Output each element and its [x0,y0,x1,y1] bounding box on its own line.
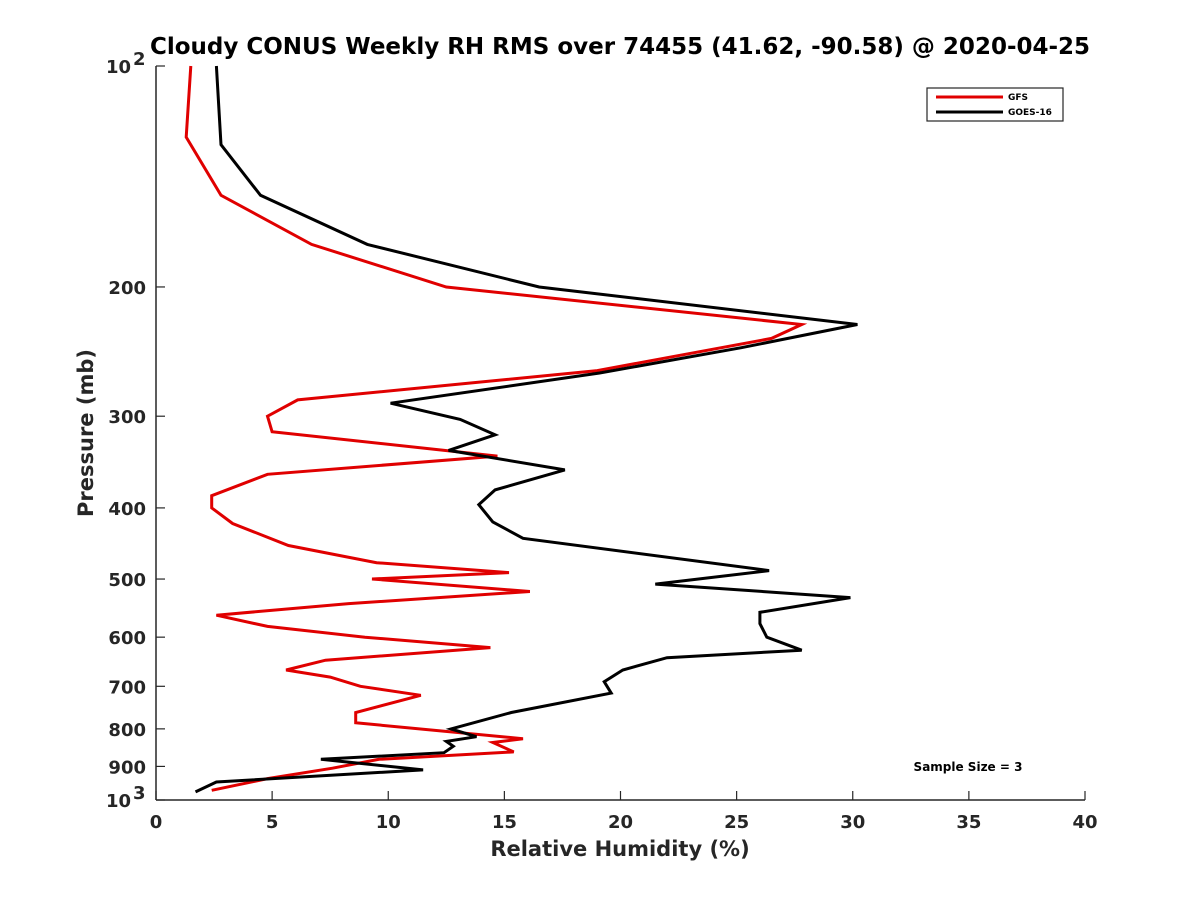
y-tick-label: 600 [108,628,146,649]
y-tick-label: 900 [108,757,146,778]
legend-label-goes-16: GOES-16 [1008,108,1052,118]
x-tick-label: 20 [608,812,633,833]
x-tick-label: 40 [1072,812,1097,833]
y-tick-label: 200 [108,278,146,299]
x-tick-label: 30 [840,812,865,833]
x-tick-label: 35 [956,812,981,833]
x-tick-label: 25 [724,812,749,833]
y-tick-label: 700 [108,677,146,698]
y-tick-label: 10 [106,57,131,78]
legend-entries: GFS GOES-16 [936,93,1052,118]
y-tick-exponent: 2 [133,49,146,70]
series-lines [184,65,858,794]
y-tick-exponent: 3 [133,783,146,804]
chart-title: Cloudy CONUS Weekly RH RMS over 74455 (4… [150,34,1090,60]
x-tick-label: 5 [266,812,279,833]
x-ticks: 0 5 10 15 20 25 30 35 40 [150,791,1098,833]
x-tick-label: 0 [150,812,163,833]
x-tick-label: 15 [492,812,517,833]
sample-size-annotation: Sample Size = 3 [914,760,1023,774]
y-tick-label: 800 [108,720,146,741]
legend-label-gfs: GFS [1008,93,1028,103]
y-tick-label: 300 [108,407,146,428]
y-tick-label: 10 [106,791,131,812]
series-line-gfs [184,65,808,792]
x-tick-label: 10 [376,812,401,833]
plot-area: 0 5 10 15 20 25 30 35 40 10 220030040050060070080… [106,49,1098,833]
legend-box [926,87,1064,122]
y-axis-label: Pressure (mb) [74,349,98,517]
y-tick-label: 400 [108,499,146,520]
y-tick-label: 500 [108,570,146,591]
x-axis-label: Relative Humidity (%) [490,837,749,861]
legend: GFS GOES-16 [926,87,1064,122]
series-line-goes-16 [194,65,858,794]
